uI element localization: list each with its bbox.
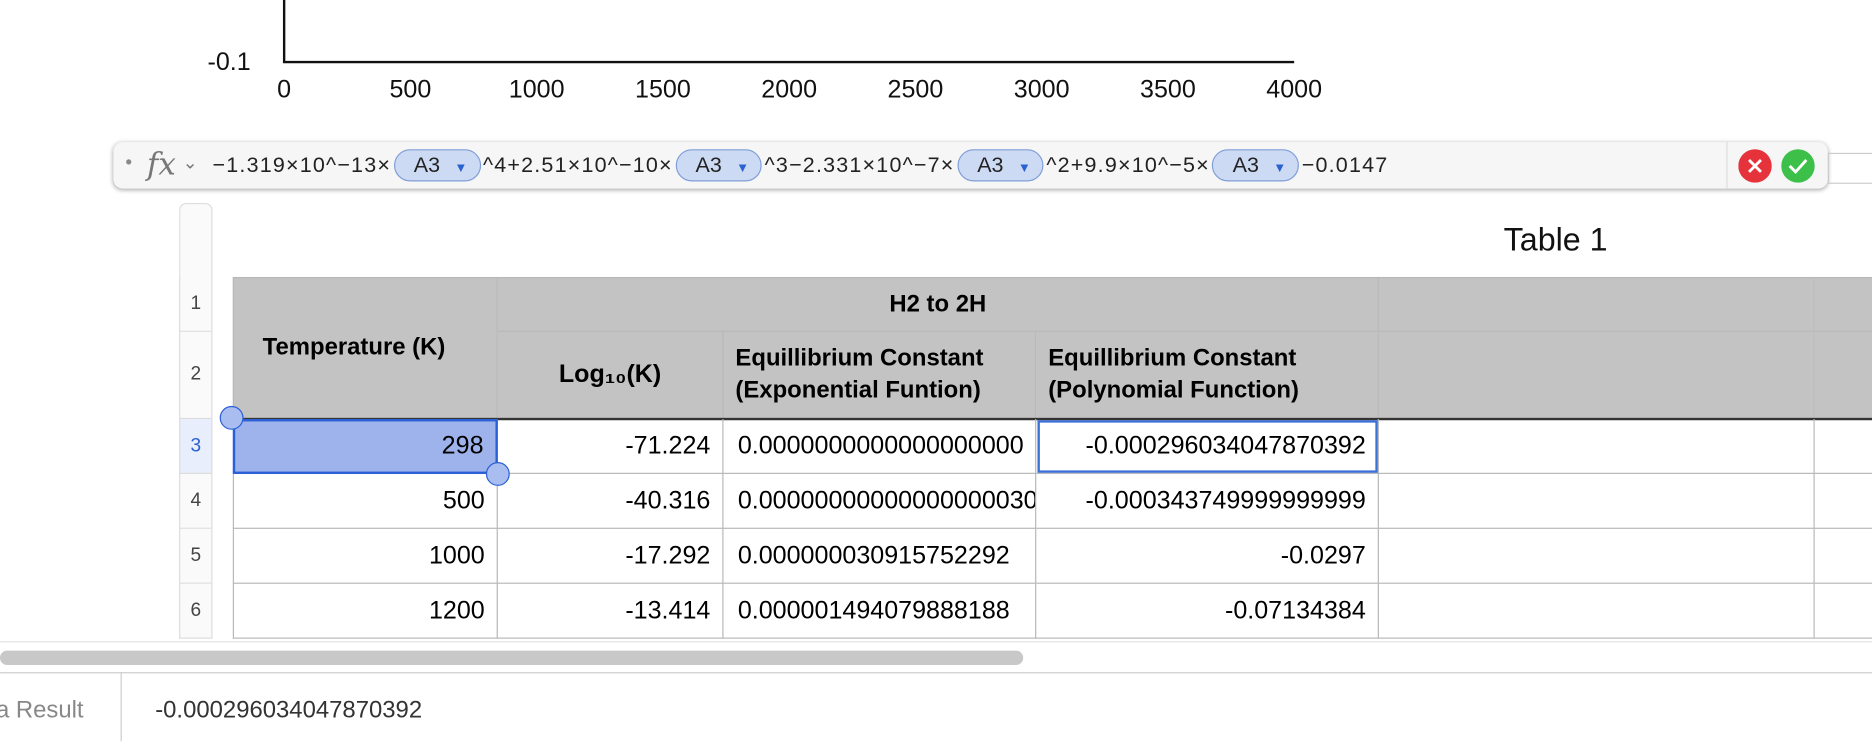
formula-part: ^4+2.51×10^−10×: [482, 152, 673, 177]
table-cell[interactable]: 298: [232, 419, 498, 474]
cell-reference[interactable]: A3: [956, 149, 1044, 182]
table-cell: 0.000000030915752292: [723, 528, 1037, 584]
table-cell: -0.07134384: [1036, 583, 1379, 639]
header-cell: Temperature (K): [232, 276, 498, 420]
y-tick-label: -0.1: [208, 48, 251, 76]
bullet: •: [125, 152, 133, 174]
accept-button[interactable]: [1781, 149, 1815, 183]
fx-menu[interactable]: ⌄: [182, 152, 198, 174]
row-number: 6: [179, 583, 213, 639]
formula-text[interactable]: −1.319×10^−13×A3^4+2.51×10^−10×A3^3−2.33…: [213, 142, 1389, 189]
divider: [0, 641, 1872, 643]
corner: [179, 202, 213, 277]
result-value: -0.000296034047870392: [155, 697, 423, 724]
divider: [0, 672, 1872, 674]
x-tick-label: 1000: [509, 75, 565, 103]
table-cell: 1000: [232, 528, 498, 584]
table-cell: 0.000001494079888188: [723, 583, 1037, 639]
table-cell: -0.000296034047870392: [1036, 419, 1379, 474]
table-cell: [1814, 584, 1872, 639]
header-cell: [1378, 331, 1815, 420]
result-label: Formula Result: [0, 697, 84, 724]
cell-reference[interactable]: A3: [393, 149, 481, 182]
x-tick-label: 500: [389, 75, 431, 103]
row-number: 3: [179, 419, 213, 474]
x-tick-label: 2000: [761, 75, 817, 103]
formula-part: −0.0147: [1301, 152, 1389, 177]
row-number: 2: [179, 331, 213, 420]
selection-handle[interactable]: [219, 405, 244, 430]
row-number: 5: [179, 528, 213, 584]
table-cell: -17.292: [497, 528, 724, 584]
header-cell: Log₁₀(K): [497, 331, 724, 420]
x-tick-label: 3500: [1140, 75, 1196, 103]
table-cell: 1200: [232, 583, 498, 639]
selection-handle[interactable]: [485, 462, 510, 486]
header-cell: H2 to 2H: [497, 276, 1379, 332]
x-tick-label: 2500: [888, 75, 944, 103]
table-cell: -40.316: [497, 473, 724, 529]
x-tick-label: 4000: [1266, 75, 1322, 103]
header-cell: [1814, 276, 1872, 332]
x-tick-label: 0: [277, 75, 291, 103]
fx-button[interactable]: fx: [146, 146, 176, 183]
cell-reference[interactable]: A3: [675, 149, 763, 182]
row-number: 1: [179, 276, 213, 332]
table-cell: [1378, 473, 1815, 529]
table-cell: 500: [232, 473, 498, 529]
cell-edge: [1827, 152, 1872, 184]
formula-buttons: [1738, 149, 1815, 183]
x-tick-label: 1500: [635, 75, 691, 103]
header-rule: [232, 417, 1872, 421]
table-cell: -13.414: [497, 583, 724, 639]
table-cell: 0.0000000000000000000: [723, 419, 1037, 474]
table-cell: [1814, 474, 1872, 529]
formula-part: ^3−2.331×10^−7×: [764, 152, 955, 177]
row-number: 4: [179, 473, 213, 529]
header-cell: [1814, 331, 1872, 420]
header-cell: Equillibrium Constant (Polynomial Functi…: [1036, 331, 1379, 420]
header-cell: [1378, 276, 1815, 332]
header-cell: Equillibrium Constant (Exponential Funti…: [723, 331, 1037, 420]
cell-reference[interactable]: A3: [1212, 149, 1300, 182]
formula-part: ^2+9.9×10^−5×: [1046, 152, 1210, 177]
divider: [120, 672, 122, 742]
divider: [1726, 142, 1728, 189]
cancel-button[interactable]: [1738, 149, 1772, 183]
table-cell: -0.0297: [1036, 528, 1379, 584]
table-cell: -71.224: [497, 419, 724, 474]
table-cell: [1814, 529, 1872, 584]
x-ticks: 0 500 1000 1500 2000 2500 3000 3500 4000: [277, 75, 1322, 103]
table-cell: [1378, 583, 1815, 639]
table-cell: [1378, 419, 1815, 474]
table-title: Table 1: [1503, 222, 1608, 258]
x-tick-label: 3000: [1014, 75, 1070, 103]
formula-bar: • fx ⌄ −1.319×10^−13×A3^4+2.51×10^−10×A3…: [113, 142, 1828, 189]
table-cell: -0.000343749999999999: [1036, 473, 1379, 529]
table-cell: 0.00000000000000000030: [723, 473, 1037, 529]
table-cell: [1814, 419, 1872, 474]
formula-part: −1.319×10^−13×: [212, 152, 392, 177]
table-cell: [1378, 528, 1815, 584]
chart-fragment: 0 500 1000 1500 2000 2500 3000 3500 4000 -0.1: [208, 0, 1322, 103]
scrollbar[interactable]: [0, 650, 1024, 665]
